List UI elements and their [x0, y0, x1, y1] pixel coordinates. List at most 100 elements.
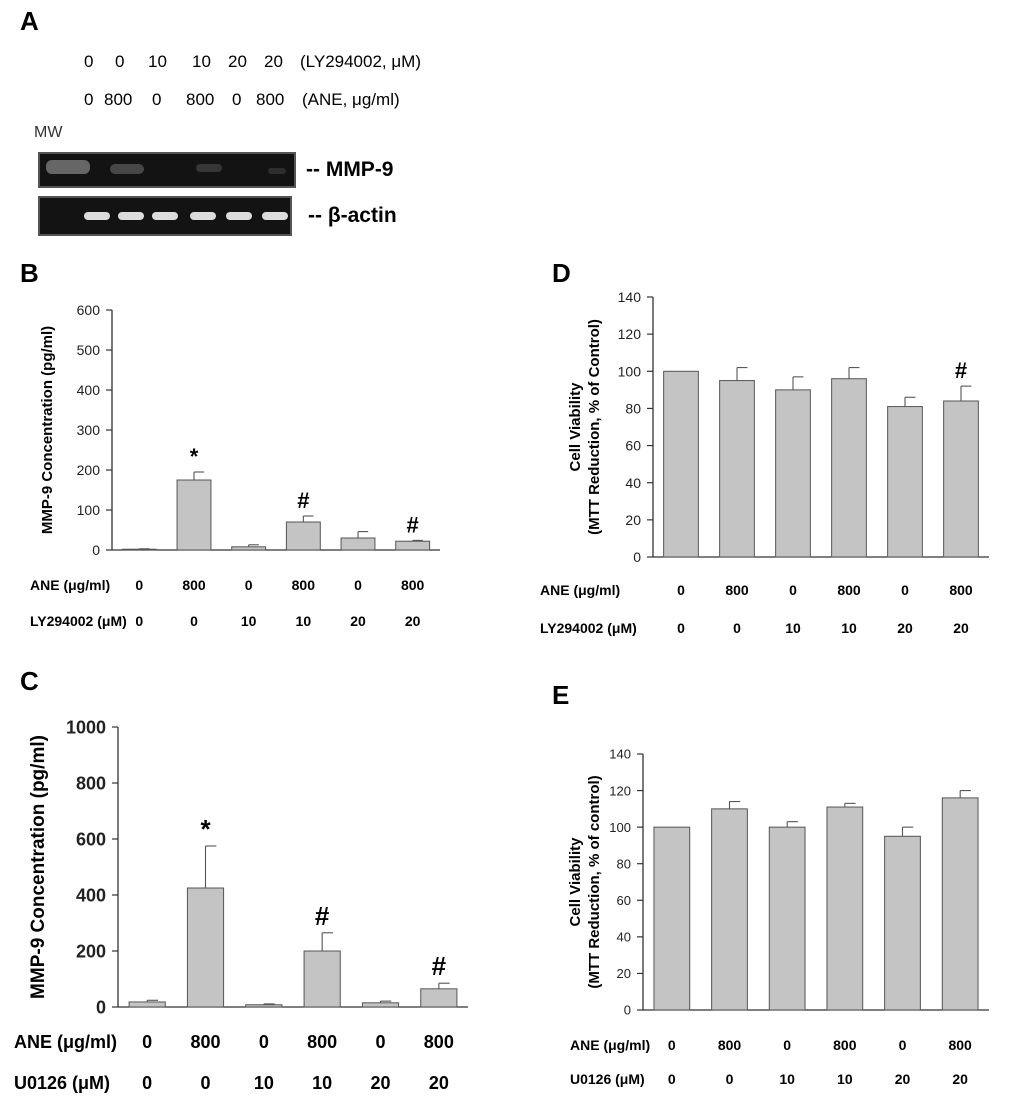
bar	[941, 797, 979, 1011]
x-tick-label-ane: 0	[354, 577, 362, 593]
ane-row-val: 800	[186, 90, 215, 109]
y-tick-label: 120	[618, 326, 642, 342]
ane-row-val: 800	[104, 90, 133, 109]
x-tick-label-ane: 800	[718, 1037, 742, 1053]
x-tick-label-inhibitor: 10	[785, 620, 801, 636]
x-tick-label-inhibitor: 10	[779, 1071, 795, 1087]
bar	[711, 808, 748, 1011]
x-tick-label-ane: 0	[789, 582, 797, 598]
bar	[285, 521, 321, 551]
ane-unit-label: (ANE, μg/ml)	[302, 90, 400, 109]
x-tick-label-inhibitor: 10	[296, 613, 312, 629]
bar	[303, 950, 341, 1008]
y-axis-label: (MTT Reduction, % of Control)	[586, 319, 603, 535]
bar	[176, 479, 212, 551]
y-tick-label: 600	[76, 829, 106, 849]
y-axis-label: Cell Viability	[567, 382, 584, 472]
x-row-label-inhibitor: LY294002 (μM)	[30, 613, 127, 629]
significance-mark: #	[315, 901, 330, 931]
y-axis-label: MMP-9 Concentration (pg/ml)	[39, 326, 56, 534]
mmp9-label: -- MMP-9	[306, 158, 394, 181]
bar	[395, 540, 431, 551]
x-tick-label-inhibitor: 0	[142, 1073, 152, 1093]
y-tick-label: 200	[76, 941, 106, 961]
bar	[361, 1002, 400, 1008]
x-tick-label-inhibitor: 20	[370, 1073, 390, 1093]
y-tick-label: 100	[618, 363, 642, 379]
ly-row-val: 20	[264, 52, 283, 71]
x-tick-label-ane: 0	[375, 1032, 385, 1052]
y-tick-label: 500	[77, 342, 101, 358]
x-tick-label-inhibitor: 20	[953, 620, 969, 636]
x-tick-label-ane: 0	[142, 1032, 152, 1052]
significance-mark: *	[190, 444, 199, 469]
ly-row-val: 10	[192, 52, 211, 71]
y-tick-label: 60	[625, 438, 641, 454]
bar	[128, 1001, 166, 1008]
x-tick-label-inhibitor: 0	[726, 1071, 734, 1087]
x-tick-label-inhibitor: 20	[429, 1073, 449, 1093]
x-tick-label-inhibitor: 10	[241, 613, 257, 629]
x-tick-label-ane: 0	[245, 577, 253, 593]
bar	[826, 806, 864, 1011]
bar	[775, 389, 811, 558]
y-tick-label: 80	[617, 856, 631, 871]
panel-label-e: E	[552, 680, 570, 710]
x-row-label-ane: ANE (μg/ml)	[570, 1037, 650, 1053]
ly-row-val: 20	[228, 52, 247, 71]
mw-label: MW	[34, 124, 63, 141]
x-tick-label-ane: 800	[833, 1037, 857, 1053]
bar	[887, 406, 923, 558]
x-tick-label-ane: 800	[190, 1032, 220, 1052]
x-tick-label-ane: 800	[182, 577, 206, 593]
beta-actin-label: -- β-actin	[308, 204, 397, 227]
y-tick-label: 40	[625, 475, 641, 491]
ly-row-val: 10	[148, 52, 167, 71]
y-tick-label: 0	[96, 997, 106, 1017]
y-axis-label: (MTT Reduction, % of control)	[586, 775, 603, 988]
x-tick-label-ane: 800	[949, 582, 973, 598]
x-tick-label-inhibitor: 0	[668, 1071, 676, 1087]
x-row-label-ane: ANE (μg/ml)	[14, 1032, 117, 1052]
x-tick-label-ane: 800	[401, 577, 425, 593]
x-tick-label-inhibitor: 0	[733, 620, 741, 636]
y-tick-label: 120	[609, 783, 631, 798]
y-tick-label: 0	[92, 542, 100, 558]
panel-label-d: D	[552, 258, 571, 288]
x-tick-label-inhibitor: 0	[135, 613, 143, 629]
beta-actin-gel-image	[38, 196, 292, 236]
bar	[420, 988, 458, 1008]
ane-row-val: 800	[256, 90, 285, 109]
y-tick-label: 100	[609, 820, 631, 835]
x-tick-label-ane: 800	[837, 582, 861, 598]
x-tick-label-inhibitor: 10	[312, 1073, 332, 1093]
bar	[719, 380, 755, 558]
y-tick-label: 80	[625, 400, 641, 416]
x-tick-label-ane: 0	[901, 582, 909, 598]
x-tick-label-ane: 800	[725, 582, 749, 598]
ane-row-val: 0	[152, 90, 162, 109]
x-tick-label-inhibitor: 10	[254, 1073, 274, 1093]
x-tick-label-ane: 0	[783, 1037, 791, 1053]
x-tick-label-inhibitor: 20	[952, 1071, 968, 1087]
y-tick-label: 1000	[66, 717, 106, 737]
x-row-label-inhibitor: U0126 (μM)	[14, 1073, 110, 1093]
y-tick-label: 400	[76, 885, 106, 905]
y-tick-label: 140	[609, 747, 631, 762]
panel-label-a: A	[20, 6, 39, 36]
bar	[653, 826, 691, 1011]
y-tick-label: 20	[625, 512, 641, 528]
bar	[884, 835, 921, 1011]
x-row-label-ane: ANE (μg/ml)	[540, 582, 620, 598]
y-tick-label: 600	[77, 302, 101, 318]
ane-row-val: 0	[84, 90, 94, 109]
x-tick-label-ane: 800	[292, 577, 316, 593]
bar	[340, 537, 376, 551]
x-row-label-ane: ANE (μg/ml)	[30, 577, 110, 593]
significance-mark: #	[297, 488, 309, 513]
x-tick-label-ane: 0	[677, 582, 685, 598]
x-tick-label-inhibitor: 0	[200, 1073, 210, 1093]
x-tick-label-inhibitor: 20	[895, 1071, 911, 1087]
